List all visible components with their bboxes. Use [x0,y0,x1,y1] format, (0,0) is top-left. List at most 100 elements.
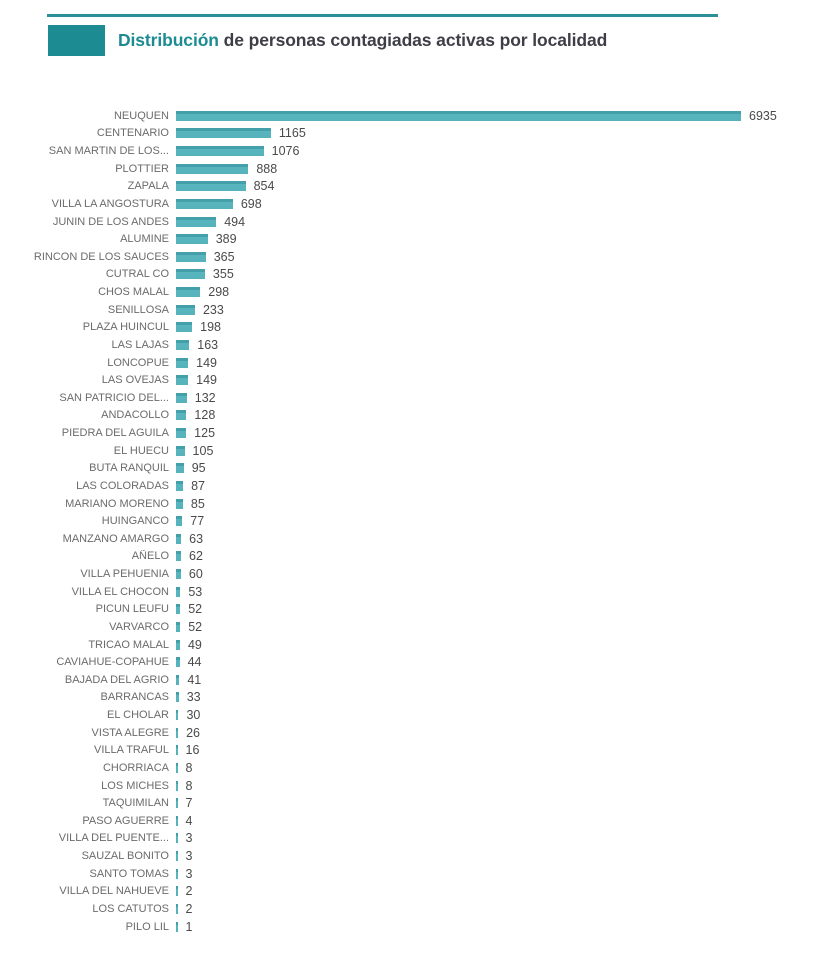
bar-row[interactable]: MARIANO MORENO 85 [0,495,821,513]
bar-row[interactable]: NEUQUEN 6935 [0,107,821,125]
category-label: PIEDRA DEL AGUILA [61,427,169,440]
bar-row[interactable]: EL CHOLAR 30 [0,706,821,724]
bar-row[interactable]: LOS CATUTOS 2 [0,900,821,918]
bar[interactable] [176,463,184,474]
bar[interactable] [176,163,249,174]
bar[interactable] [176,392,187,403]
bar[interactable] [176,251,206,262]
bar[interactable] [176,287,201,298]
bar[interactable] [176,480,184,491]
bar-row[interactable]: VISTA ALEGRE 26 [0,724,821,742]
bar-row[interactable]: TAQUIMILAN 7 [0,794,821,812]
bar-row[interactable]: SAN PATRICIO DEL... 132 [0,389,821,407]
bar-row[interactable]: PLOTTIER 888 [0,160,821,178]
bar[interactable] [176,868,178,879]
bar[interactable] [176,798,178,809]
bar-row[interactable]: PLAZA HUINCUL 198 [0,319,821,337]
bar[interactable] [176,533,182,544]
bar[interactable] [176,216,217,227]
bar[interactable] [176,357,189,368]
bar-row[interactable]: PIEDRA DEL AGUILA 125 [0,424,821,442]
bar-row[interactable]: CAVIAHUE-COPAHUE 44 [0,653,821,671]
bar-row[interactable]: TRICAO MALAL 49 [0,636,821,654]
bar-row[interactable]: VILLA TRAFUL 16 [0,742,821,760]
bar[interactable] [176,657,180,668]
bar-row[interactable]: LAS LAJAS 163 [0,336,821,354]
bar-row[interactable]: CUTRAL CO 355 [0,266,821,284]
bar[interactable] [176,234,208,245]
bar[interactable] [176,815,178,826]
bar-row[interactable]: CHORRIACA 8 [0,759,821,777]
bar-row[interactable]: CENTENARIO 1165 [0,125,821,143]
bar-row[interactable]: VILLA DEL PUENTE... 3 [0,830,821,848]
bar[interactable] [176,851,178,862]
bar[interactable] [176,445,185,456]
bar-row[interactable]: SENILLOSA 233 [0,301,821,319]
bar[interactable] [176,551,182,562]
bar-row[interactable]: SAN MARTIN DE LOS... 1076 [0,142,821,160]
bar-row[interactable]: ZAPALA 854 [0,178,821,196]
bar-row[interactable]: LAS OVEJAS 149 [0,371,821,389]
category-label: LAS LAJAS [111,338,169,351]
bar-row[interactable]: BAJADA DEL AGRIO 41 [0,671,821,689]
bar[interactable] [176,269,205,280]
bar[interactable] [176,146,264,157]
bar-row[interactable]: CHOS MALAL 298 [0,283,821,301]
bar[interactable] [176,322,193,333]
category-label: CAVIAHUE-COPAHUE [56,656,169,669]
bar[interactable] [176,921,178,932]
bar-row[interactable]: MANZANO AMARGO 63 [0,530,821,548]
bar-area: 1 [176,920,821,934]
bar-row[interactable]: SANTO TOMAS 3 [0,865,821,883]
bar[interactable] [176,833,178,844]
bar-row[interactable]: PILO LIL 1 [0,918,821,936]
bar[interactable] [176,639,180,650]
bar-row[interactable]: LAS COLORADAS 87 [0,477,821,495]
bar-row[interactable]: PASO AGUERRE 4 [0,812,821,830]
bar[interactable] [176,181,246,192]
bar-row[interactable]: VILLA LA ANGOSTURA 698 [0,195,821,213]
bar[interactable] [176,710,179,721]
bar-row[interactable]: VILLA PEHUENIA 60 [0,565,821,583]
bar[interactable] [176,375,189,386]
bar-row[interactable]: BARRANCAS 33 [0,689,821,707]
bar-row[interactable]: VILLA EL CHOCON 53 [0,583,821,601]
bar[interactable] [176,762,178,773]
bar[interactable] [176,692,179,703]
bar-row[interactable]: PICUN LEUFU 52 [0,601,821,619]
bar[interactable] [176,727,179,738]
bar-row[interactable]: ANDACOLLO 128 [0,407,821,425]
bar-row[interactable]: ALUMINE 389 [0,230,821,248]
bar[interactable] [176,621,181,632]
bar[interactable] [176,410,187,421]
bar[interactable] [176,339,190,350]
bar[interactable] [176,516,183,527]
bar[interactable] [176,498,183,509]
bar[interactable] [176,428,187,439]
bar-row[interactable]: EL HUECU 105 [0,442,821,460]
bar-row[interactable]: RINCON DE LOS SAUCES 365 [0,248,821,266]
bar[interactable] [176,886,178,897]
bar-row[interactable]: JUNIN DE LOS ANDES 494 [0,213,821,231]
bar-area: 3 [176,849,821,863]
bar[interactable] [176,569,181,580]
bar-row[interactable]: LOS MICHES 8 [0,777,821,795]
bar[interactable] [176,198,233,209]
bar[interactable] [176,903,178,914]
bar[interactable] [176,604,181,615]
bar[interactable] [176,304,195,315]
bar-row[interactable]: AÑELO 62 [0,548,821,566]
bar[interactable] [176,110,741,121]
bar[interactable] [176,745,178,756]
bar-row[interactable]: SAUZAL BONITO 3 [0,847,821,865]
bar-row[interactable]: VARVARCO 52 [0,618,821,636]
bar-row[interactable]: BUTA RANQUIL 95 [0,460,821,478]
bar[interactable] [176,780,178,791]
category-label: CHORRIACA [102,761,169,774]
bar[interactable] [176,674,180,685]
bar[interactable] [176,128,271,139]
bar[interactable] [176,586,181,597]
bar-row[interactable]: HUINGANCO 77 [0,512,821,530]
bar-row[interactable]: LONCOPUE 149 [0,354,821,372]
bar-row[interactable]: VILLA DEL NAHUEVE 2 [0,883,821,901]
